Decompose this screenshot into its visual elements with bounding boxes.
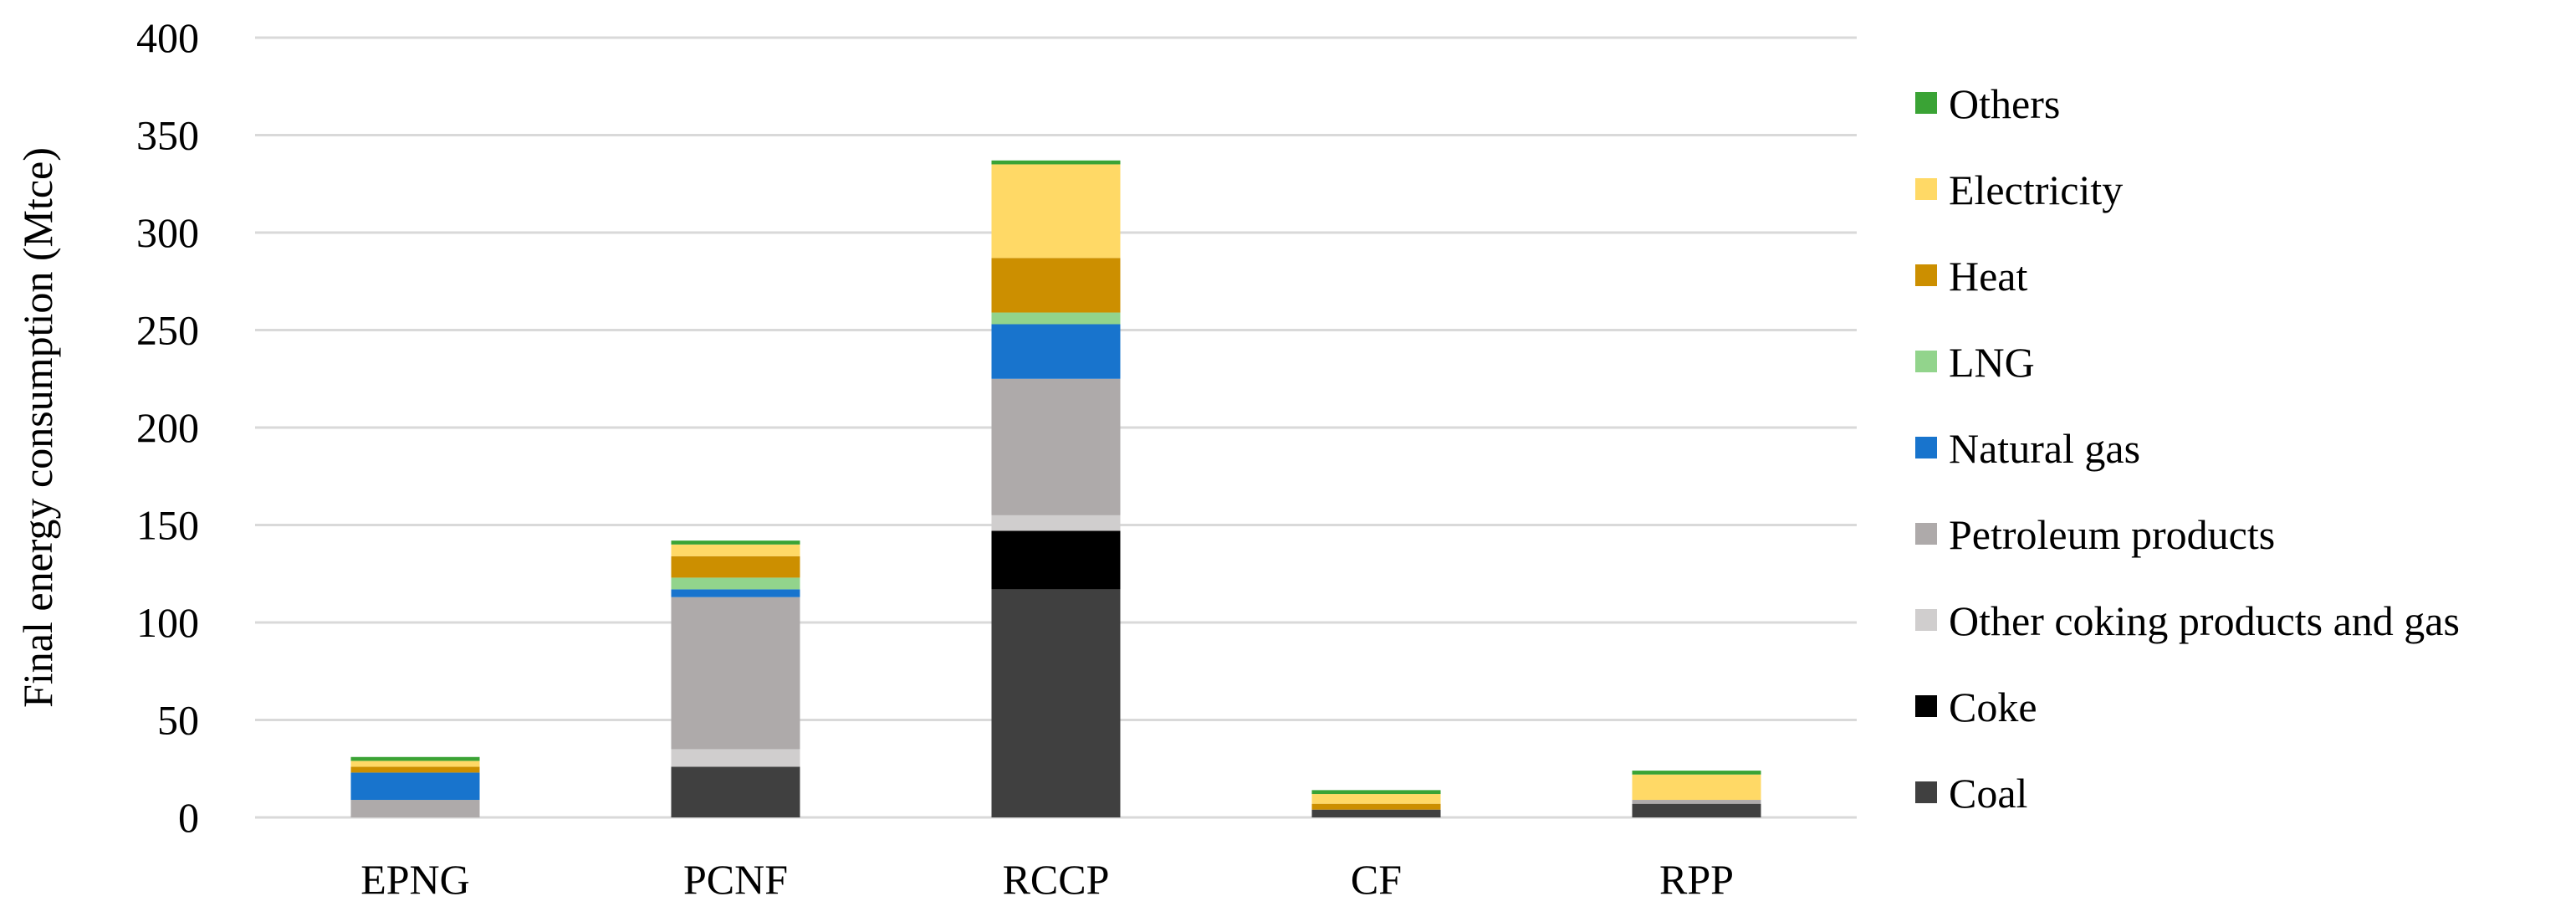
bar-segment	[991, 164, 1121, 259]
x-tick-label: RCCP	[1003, 856, 1110, 903]
bar-segment	[350, 800, 480, 817]
legend-label: Coke	[1949, 684, 2037, 730]
bar-segment	[1632, 771, 1761, 775]
x-tick-label: RPP	[1659, 856, 1734, 903]
bar-segment	[671, 577, 800, 590]
bar-segment	[1311, 790, 1441, 795]
bar-segment	[671, 544, 800, 556]
y-axis-title: Final energy consumption (Mtce)	[14, 147, 61, 708]
bar-segment	[671, 749, 800, 767]
legend-swatch	[1915, 781, 1937, 803]
bar-segment	[350, 766, 480, 773]
bar-segment	[991, 378, 1121, 515]
legend-label: Petroleum products	[1949, 511, 2275, 558]
bar-segment	[671, 597, 800, 750]
bar-segment	[1311, 794, 1441, 804]
legend-swatch	[1915, 178, 1937, 200]
legend-label: LNG	[1949, 339, 2035, 386]
legend-label: Coal	[1949, 770, 2027, 817]
bar-segment	[671, 540, 800, 545]
bar-segment	[350, 761, 480, 767]
legend-label: Others	[1949, 80, 2060, 127]
bar-segment	[991, 324, 1121, 379]
y-tick-label: 350	[136, 112, 199, 159]
bar-segment	[991, 160, 1121, 165]
bar-segment	[991, 312, 1121, 325]
legend-swatch	[1915, 523, 1937, 545]
x-tick-label: PCNF	[683, 856, 788, 903]
y-tick-label: 300	[136, 209, 199, 256]
bar-segment	[671, 766, 800, 817]
bar-segment	[671, 556, 800, 578]
bar-segment	[1311, 803, 1441, 810]
y-tick-label: 200	[136, 404, 199, 451]
bar-segment	[991, 515, 1121, 531]
y-tick-label: 400	[136, 14, 199, 61]
y-tick-label: 100	[136, 599, 199, 646]
legend-swatch	[1915, 437, 1937, 458]
bar-segment	[671, 589, 800, 597]
legend-swatch	[1915, 92, 1937, 114]
legend-label: Electricity	[1949, 166, 2123, 213]
bar-segment	[1632, 803, 1761, 817]
bar-segment	[991, 530, 1121, 590]
bar-segment	[991, 258, 1121, 313]
y-tick-label: 50	[157, 697, 199, 744]
legend-label: Natural gas	[1949, 425, 2140, 472]
legend-swatch	[1915, 609, 1937, 631]
y-axis-ticks: 0 50 100 150 200 250 300 350 400	[136, 14, 199, 841]
y-tick-label: 0	[178, 794, 199, 841]
bars	[350, 160, 1761, 817]
legend-swatch	[1915, 695, 1937, 717]
bar-segment	[1632, 774, 1761, 801]
y-tick-label: 250	[136, 307, 199, 354]
legend-swatch	[1915, 351, 1937, 372]
legend-label: Heat	[1949, 253, 2027, 300]
x-tick-label: EPNG	[360, 856, 470, 903]
legend-swatch	[1915, 264, 1937, 286]
bar-segment	[991, 589, 1121, 817]
bar-segment	[350, 772, 480, 801]
legend: Others Electricity Heat LNG Natural gas Petro…	[1915, 80, 2460, 817]
bar-segment	[350, 756, 480, 761]
y-tick-label: 150	[136, 502, 199, 549]
x-tick-label: CF	[1351, 856, 1402, 903]
x-axis-ticks: EPNG PCNF RCCP CF RPP	[360, 856, 1734, 903]
legend-label: Other coking products and gas	[1949, 597, 2460, 644]
bar-segment	[1311, 809, 1441, 817]
bar-segment	[1632, 800, 1761, 804]
